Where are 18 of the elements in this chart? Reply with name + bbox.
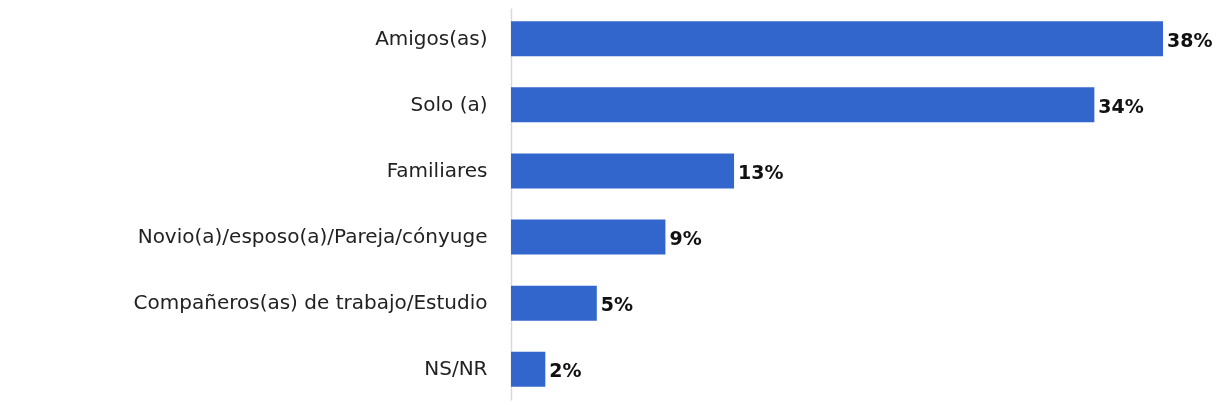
bar [511,87,1095,123]
bar [511,285,597,321]
data-label: 34% [1098,94,1144,117]
y-tick-label: Amigos(as) [375,25,488,50]
data-label: 2% [549,359,582,382]
y-tick-label: Familiares [386,157,488,182]
bar [511,219,666,255]
bar [511,21,1163,57]
data-label: 38% [1167,28,1213,51]
y-tick-label: Compañeros(as) de trabajo/Estudio [133,290,488,315]
bar [511,153,735,189]
y-tick-label: NS/NR [424,356,488,381]
bar [511,351,546,387]
data-label: 13% [738,160,784,183]
data-label: 5% [600,293,634,316]
y-tick-label: Solo (a) [410,91,488,116]
data-label: 9% [669,227,702,250]
y-tick-label: Novio(a)/esposo(a)/Pareja/cónyuge [137,224,488,249]
